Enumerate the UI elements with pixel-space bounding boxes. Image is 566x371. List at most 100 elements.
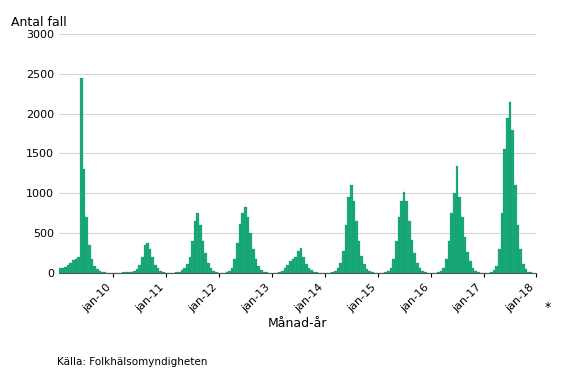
- Bar: [175, 272, 178, 273]
- Bar: [389, 267, 392, 273]
- Bar: [178, 272, 181, 273]
- Bar: [80, 78, 83, 273]
- Bar: [445, 259, 448, 273]
- Bar: [530, 272, 533, 273]
- Bar: [334, 271, 337, 273]
- Bar: [384, 272, 387, 273]
- Bar: [225, 272, 228, 273]
- Bar: [186, 264, 188, 273]
- Bar: [451, 213, 453, 273]
- Bar: [387, 271, 389, 273]
- Bar: [477, 272, 479, 273]
- Bar: [289, 261, 291, 273]
- Bar: [501, 213, 503, 273]
- Bar: [181, 270, 183, 273]
- Bar: [350, 186, 353, 273]
- Bar: [263, 272, 265, 273]
- Bar: [162, 272, 165, 273]
- Bar: [458, 197, 461, 273]
- Text: Källa: Folkhälsomyndigheten: Källa: Folkhälsomyndigheten: [57, 357, 207, 367]
- Bar: [209, 269, 212, 273]
- Bar: [199, 225, 201, 273]
- Bar: [183, 267, 186, 273]
- Bar: [91, 259, 93, 273]
- Bar: [517, 225, 519, 273]
- Bar: [413, 253, 416, 273]
- Bar: [252, 249, 255, 273]
- Bar: [498, 249, 501, 273]
- Bar: [70, 263, 72, 273]
- Bar: [355, 221, 358, 273]
- Bar: [122, 272, 125, 273]
- Bar: [368, 271, 371, 273]
- Bar: [133, 271, 136, 273]
- Bar: [128, 272, 130, 273]
- Bar: [353, 201, 355, 273]
- Bar: [146, 243, 149, 273]
- Bar: [78, 257, 80, 273]
- Bar: [366, 269, 368, 273]
- Bar: [281, 271, 284, 273]
- Bar: [443, 267, 445, 273]
- Bar: [474, 271, 477, 273]
- Bar: [471, 267, 474, 273]
- Bar: [339, 263, 342, 273]
- Bar: [421, 271, 424, 273]
- Bar: [411, 240, 413, 273]
- Bar: [258, 266, 260, 273]
- Bar: [201, 241, 204, 273]
- Bar: [514, 186, 517, 273]
- Bar: [424, 272, 427, 273]
- Bar: [234, 259, 236, 273]
- X-axis label: Månad-år: Månad-år: [268, 317, 327, 330]
- Bar: [196, 213, 199, 273]
- Bar: [371, 272, 374, 273]
- Bar: [403, 192, 405, 273]
- Bar: [509, 102, 511, 273]
- Bar: [286, 265, 289, 273]
- Bar: [236, 243, 239, 273]
- Bar: [345, 225, 348, 273]
- Bar: [291, 259, 294, 273]
- Bar: [395, 241, 397, 273]
- Bar: [62, 267, 64, 273]
- Bar: [96, 269, 98, 273]
- Bar: [265, 272, 268, 273]
- Bar: [244, 207, 247, 273]
- Bar: [363, 265, 366, 273]
- Bar: [419, 269, 421, 273]
- Bar: [408, 221, 411, 273]
- Bar: [503, 150, 506, 273]
- Bar: [392, 259, 395, 273]
- Bar: [75, 259, 78, 273]
- Bar: [469, 261, 471, 273]
- Bar: [448, 241, 451, 273]
- Bar: [348, 197, 350, 273]
- Bar: [310, 270, 313, 273]
- Bar: [453, 193, 456, 273]
- Bar: [231, 267, 234, 273]
- Text: *: *: [544, 301, 551, 314]
- Bar: [101, 272, 104, 273]
- Bar: [511, 129, 514, 273]
- Bar: [255, 259, 258, 273]
- Bar: [191, 241, 194, 273]
- Bar: [284, 269, 286, 273]
- Bar: [98, 271, 101, 273]
- Bar: [136, 269, 138, 273]
- Bar: [278, 272, 281, 273]
- Bar: [297, 251, 299, 273]
- Bar: [88, 245, 91, 273]
- Bar: [207, 263, 209, 273]
- Bar: [67, 265, 70, 273]
- Bar: [461, 217, 464, 273]
- Bar: [313, 272, 315, 273]
- Text: Antal fall: Antal fall: [11, 16, 67, 29]
- Bar: [144, 245, 146, 273]
- Bar: [260, 270, 263, 273]
- Bar: [307, 267, 310, 273]
- Bar: [247, 217, 250, 273]
- Bar: [239, 224, 242, 273]
- Bar: [138, 265, 141, 273]
- Bar: [342, 251, 345, 273]
